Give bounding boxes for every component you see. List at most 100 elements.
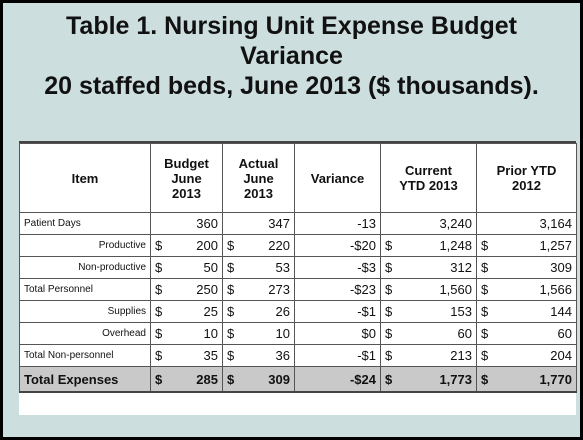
cell-actual: $53 (222, 256, 295, 279)
cell-budget: $10 (150, 322, 223, 345)
cell-value: 50 (203, 260, 218, 275)
row-item-label: Supplies (19, 300, 151, 323)
cell-value: 360 (196, 216, 218, 231)
cell-actual: $36 (222, 344, 295, 367)
table-row: Total Non-personnel $35 $36 -$1 $213 $204 (19, 344, 577, 367)
currency-symbol: $ (481, 348, 489, 363)
cell-value: 200 (196, 238, 218, 253)
currency-symbol: $ (385, 260, 393, 275)
row-item-label: Total Personnel (19, 278, 151, 301)
header-item: Item (19, 143, 151, 213)
cell-value: 36 (275, 348, 290, 363)
table-header-row: Item Budget June 2013 Actual June 2013 V… (19, 143, 577, 213)
cell-current: $1,560 (380, 278, 477, 301)
cell-budget: $50 (150, 256, 223, 279)
cell-variance: -$20 (294, 234, 381, 257)
currency-symbol: $ (155, 371, 163, 387)
page-title: Table 1. Nursing Unit Expense Budget Var… (3, 11, 580, 101)
currency-symbol: $ (227, 348, 235, 363)
header-prior-ytd: Prior YTD 2012 (476, 143, 577, 213)
cell-value: 312 (450, 260, 472, 275)
cell-value: 53 (275, 260, 290, 275)
cell-value: 250 (196, 282, 218, 297)
currency-symbol: $ (385, 304, 393, 319)
header-variance: Variance (294, 143, 381, 213)
cell-current: $1,248 (380, 234, 477, 257)
cell-budget: 360 (150, 212, 223, 235)
cell-value: 1,560 (439, 282, 472, 297)
cell-current: $213 (380, 344, 477, 367)
cell-prior: 3,164 (476, 212, 577, 235)
header-current-ytd: Current YTD 2013 (380, 143, 477, 213)
cell-actual: $220 (222, 234, 295, 257)
table-row: Supplies $25 $26 -$1 $153 $144 (19, 300, 577, 323)
cell-value: 60 (557, 326, 572, 341)
cell-variance: -$1 (294, 300, 381, 323)
row-item-label: Non-productive (19, 256, 151, 279)
total-row: Total Expenses $285 $309 -$24 $1,773 $1,770 (19, 366, 577, 393)
currency-symbol: $ (227, 304, 235, 319)
currency-symbol: $ (481, 282, 489, 297)
cell-variance: -$24 (294, 366, 381, 393)
currency-symbol: $ (227, 371, 235, 387)
cell-value: 10 (203, 326, 218, 341)
currency-symbol: $ (155, 348, 163, 363)
currency-symbol: $ (155, 304, 163, 319)
cell-prior: $144 (476, 300, 577, 323)
table-row: Non-productive $50 $53 -$3 $312 $309 (19, 256, 577, 279)
header-budget: Budget June 2013 (150, 143, 223, 213)
table-row: Productive $200 $220 -$20 $1,248 $1,257 (19, 234, 577, 257)
currency-symbol: $ (385, 326, 393, 341)
cell-value: 3,164 (539, 216, 572, 231)
budget-table: Item Budget June 2013 Actual June 2013 V… (19, 143, 577, 393)
table-row: Overhead $10 $10 $0 $60 $60 (19, 322, 577, 345)
cell-current: $312 (380, 256, 477, 279)
cell-variance: -$23 (294, 278, 381, 301)
table-row: Patient Days 360 347 -13 3,240 3,164 (19, 212, 577, 235)
cell-actual: $10 (222, 322, 295, 345)
currency-symbol: $ (481, 326, 489, 341)
cell-value: 25 (203, 304, 218, 319)
cell-value: 213 (450, 348, 472, 363)
cell-actual: 347 (222, 212, 295, 235)
cell-actual: $26 (222, 300, 295, 323)
cell-prior: $1,770 (476, 366, 577, 393)
cell-value: 1,248 (439, 238, 472, 253)
currency-symbol: $ (385, 348, 393, 363)
cell-value: 1,773 (439, 371, 472, 387)
cell-variance: -$1 (294, 344, 381, 367)
cell-prior: $1,566 (476, 278, 577, 301)
title-line-2: Variance (240, 42, 343, 70)
row-item-label: Overhead (19, 322, 151, 345)
currency-symbol: $ (481, 260, 489, 275)
cell-prior: $60 (476, 322, 577, 345)
cell-value: 10 (275, 326, 290, 341)
row-item-label: Productive (19, 234, 151, 257)
row-item-label: Total Expenses (19, 366, 151, 393)
currency-symbol: $ (155, 260, 163, 275)
cell-prior: $1,257 (476, 234, 577, 257)
cell-budget: $200 (150, 234, 223, 257)
currency-symbol: $ (481, 304, 489, 319)
cell-value: 26 (275, 304, 290, 319)
row-item-label: Total Non-personnel (19, 344, 151, 367)
table-row: Total Personnel $250 $273 -$23 $1,560 $1,566 (19, 278, 577, 301)
currency-symbol: $ (481, 371, 489, 387)
currency-symbol: $ (385, 371, 393, 387)
currency-symbol: $ (155, 282, 163, 297)
slide: Table 1. Nursing Unit Expense Budget Var… (3, 3, 580, 437)
cell-budget: $250 (150, 278, 223, 301)
cell-value: 204 (550, 348, 572, 363)
cell-value: 285 (196, 371, 218, 387)
currency-symbol: $ (385, 238, 393, 253)
cell-actual: $309 (222, 366, 295, 393)
currency-symbol: $ (481, 238, 489, 253)
cell-value: 60 (457, 326, 472, 341)
cell-value: 273 (268, 282, 290, 297)
title-line-1: Table 1. Nursing Unit Expense Budget (66, 12, 517, 40)
currency-symbol: $ (155, 326, 163, 341)
cell-value: 220 (268, 238, 290, 253)
cell-budget: $35 (150, 344, 223, 367)
cell-actual: $273 (222, 278, 295, 301)
cell-current: $60 (380, 322, 477, 345)
